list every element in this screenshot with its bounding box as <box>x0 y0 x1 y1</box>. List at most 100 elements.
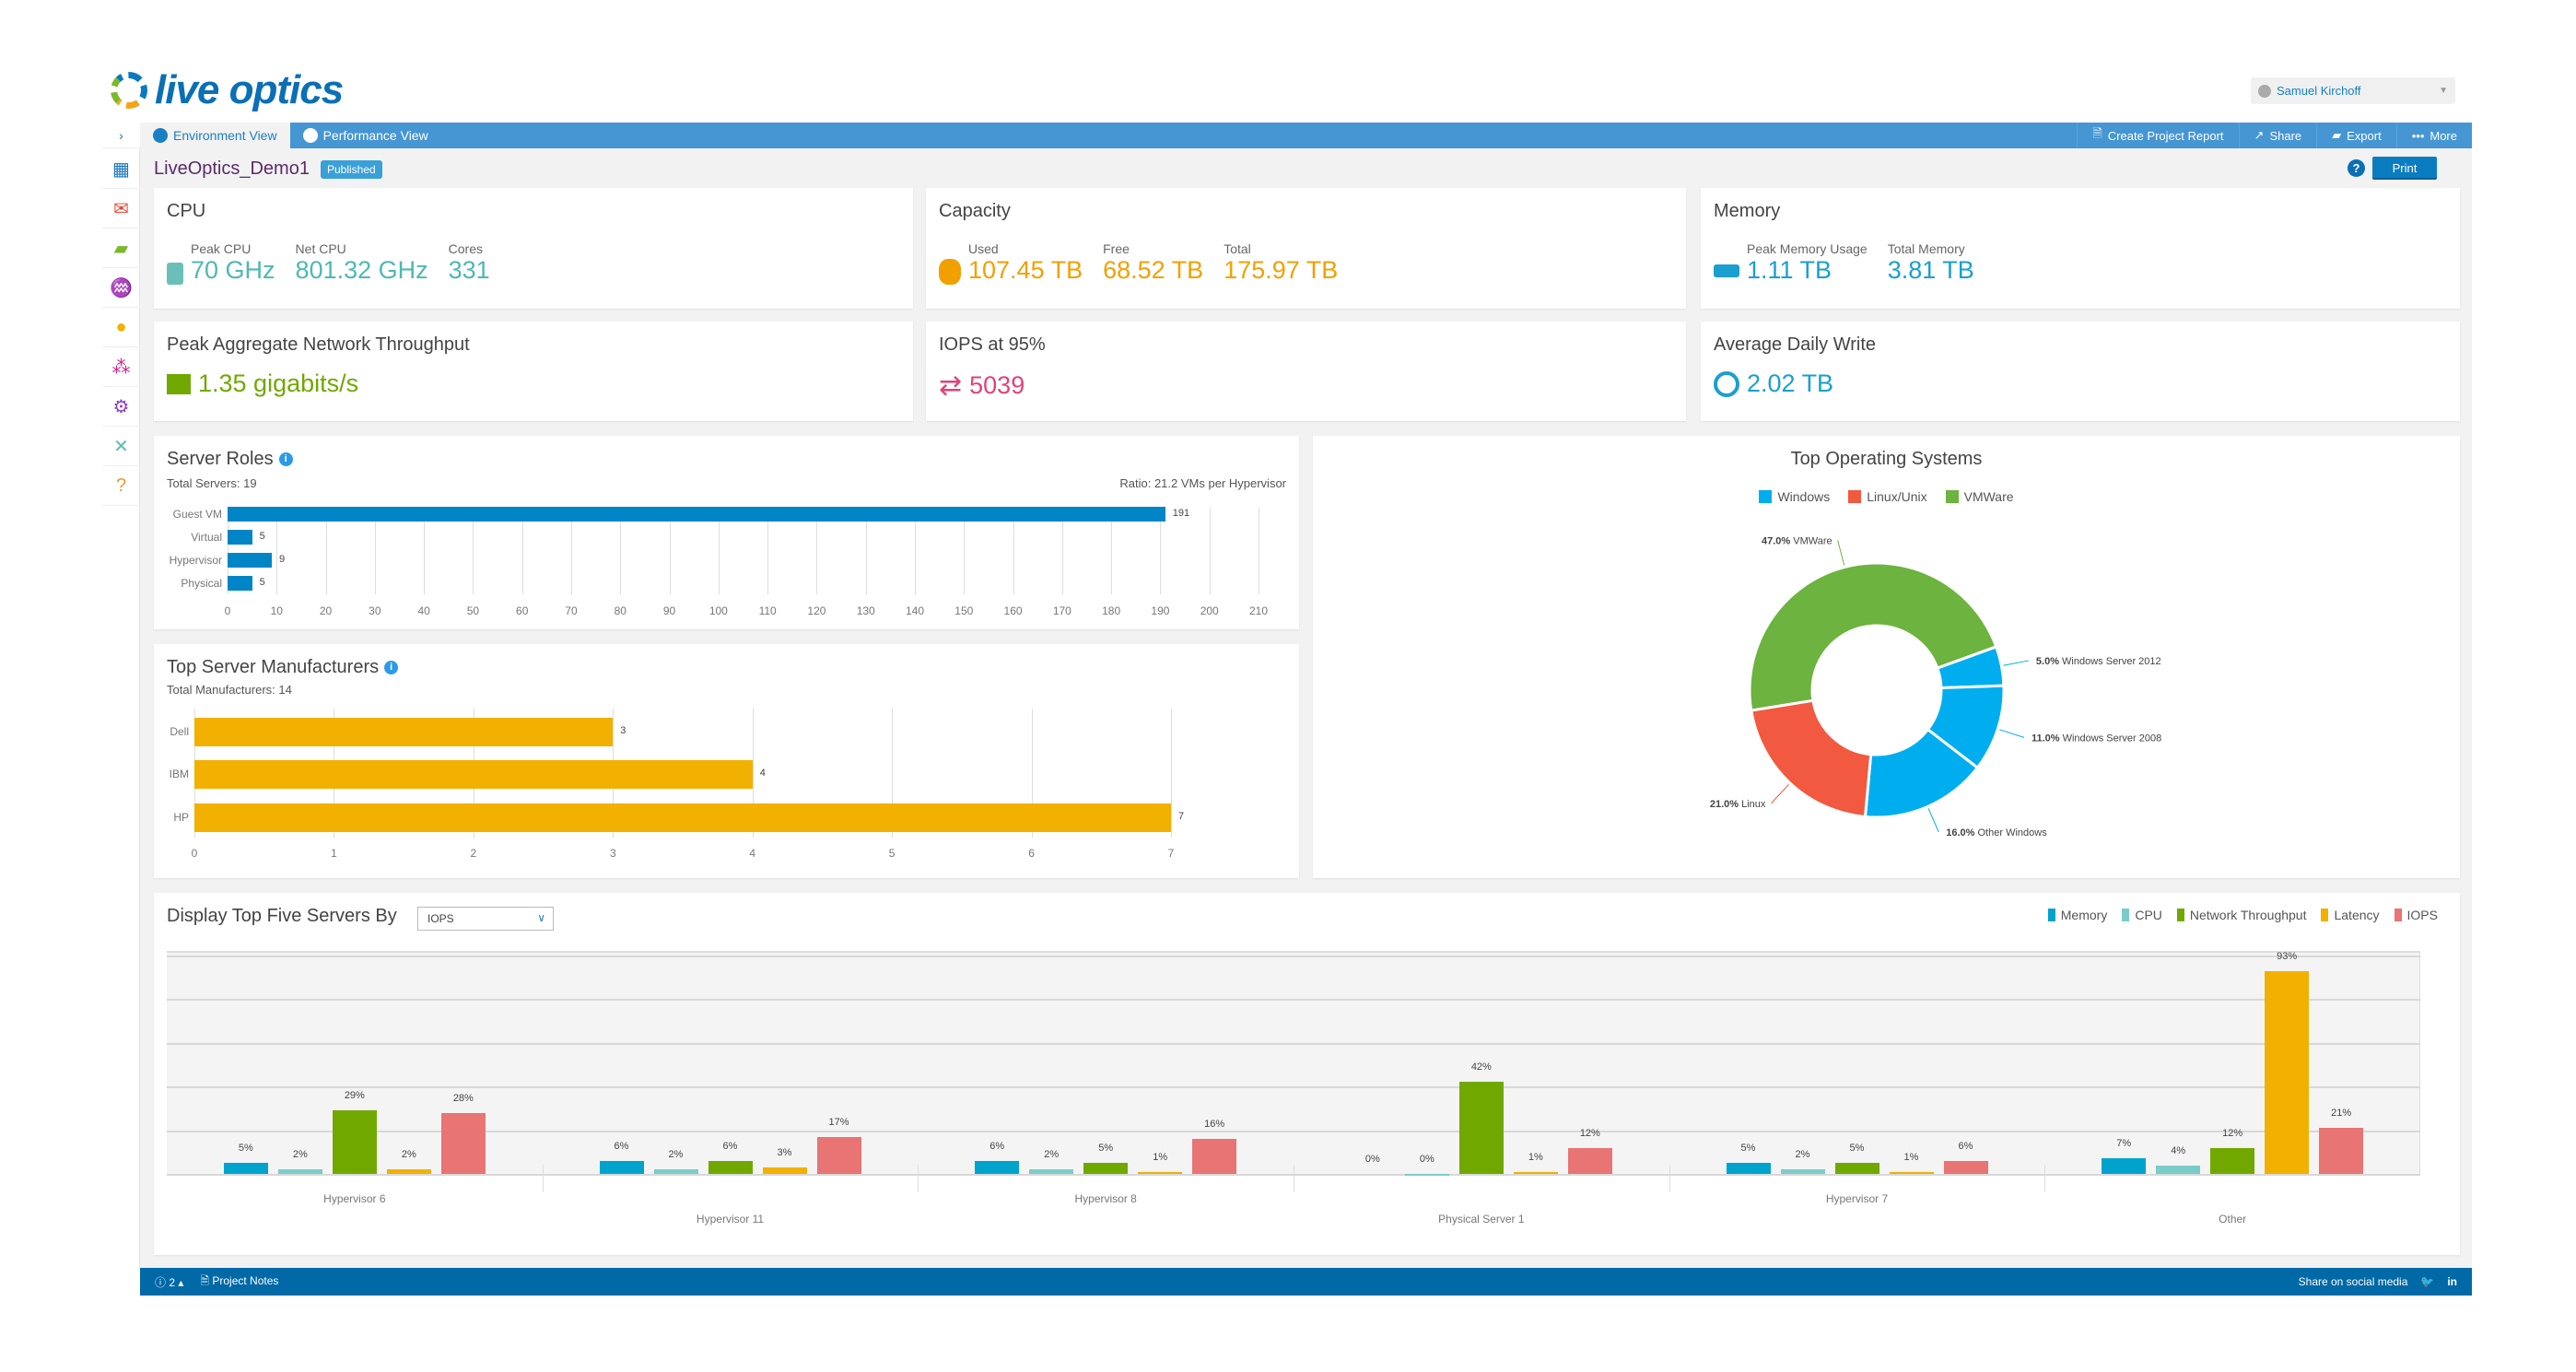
document-icon: 🗎 <box>2092 126 2102 140</box>
x-tick-label: 0 <box>224 604 231 617</box>
data-label: 6% <box>614 1140 629 1152</box>
sidebar-item-user[interactable]: ● <box>102 308 140 347</box>
info-icon[interactable]: i <box>278 452 293 467</box>
metric-peak-cpu: Peak CPU 70 GHz <box>191 241 275 284</box>
data-label: 2% <box>292 1149 308 1161</box>
notifications-button[interactable]: ⓘ 2 ▴ <box>155 1275 184 1289</box>
data-label: 1% <box>1903 1151 1919 1163</box>
x-tick-label: 5 <box>888 847 896 860</box>
twitter-icon[interactable]: 🐦 <box>2420 1275 2435 1288</box>
sidebar-item-dashboard[interactable]: ▦ <box>102 149 140 189</box>
sidebar-item-help[interactable]: ? <box>102 466 140 506</box>
capacity-card: Capacity Used 107.45 TB Free 68.52 TB Tota… <box>926 188 1686 309</box>
data-label: 6% <box>722 1140 738 1152</box>
leader-line <box>2003 660 2030 666</box>
memory-ram-icon <box>1714 264 1739 277</box>
sidebar-item-tools[interactable]: ✕ <box>102 427 140 466</box>
x-tick-label: 0 <box>191 847 198 860</box>
bar-hp <box>194 803 1171 832</box>
sidebar-item-mail[interactable]: ✉ <box>102 189 140 229</box>
more-button[interactable]: ••• More <box>2395 123 2472 148</box>
data-label: 3 <box>620 725 626 736</box>
sidebar-item-group[interactable]: ⁂ <box>102 347 140 387</box>
bar-memory <box>599 1160 644 1174</box>
tab-performance-view[interactable]: Performance View <box>290 123 441 148</box>
bar-latency <box>386 1169 431 1174</box>
x-tick-label: 200 <box>1200 604 1219 617</box>
x-tick-label: 2 <box>470 847 477 860</box>
data-label: 12% <box>1579 1127 1600 1139</box>
cpu-chip-icon <box>167 263 183 285</box>
x-tick-label: 10 <box>270 604 283 617</box>
legend-label: Windows <box>1777 489 1831 504</box>
data-label: 1% <box>1153 1151 1168 1163</box>
category-label: Hypervisor 11 <box>696 1213 765 1225</box>
x-tick-label: 4 <box>749 847 756 860</box>
info-icon[interactable]: i <box>384 661 399 675</box>
gridline <box>167 1042 2420 1045</box>
sidebar-item-pulse[interactable]: ♒ <box>102 268 140 308</box>
project-notes-button[interactable]: 🗎 Project Notes <box>200 1273 279 1287</box>
bar-iops <box>440 1112 486 1174</box>
card-title: CPU <box>167 201 206 221</box>
slice-label: 21.0% Linux <box>1710 799 1766 810</box>
gridline <box>669 508 671 594</box>
x-tick-label: 70 <box>565 604 578 617</box>
group-separator <box>918 1165 919 1192</box>
logo-ring-icon <box>111 72 147 109</box>
user-menu[interactable]: Samuel Kirchoff ▼ <box>2251 77 2455 104</box>
leader-line <box>1771 784 1789 804</box>
ellipsis-icon: ••• <box>2411 128 2425 143</box>
data-label: 2% <box>1795 1149 1810 1161</box>
sidebar-expand-chevron-icon[interactable]: › <box>102 123 140 148</box>
gridline <box>374 508 376 594</box>
bar-dell <box>194 717 614 746</box>
bar-cpu <box>2156 1165 2201 1174</box>
slice-vmware[interactable] <box>1748 561 1998 712</box>
sidebar: ▦ ✉ ▰ ♒ ● ⁂ ⚙ ✕? <box>102 148 140 1268</box>
gridline <box>865 508 867 594</box>
x-tick-label: 100 <box>708 604 728 617</box>
export-icon: ▰ <box>2332 128 2342 142</box>
x-tick-label: 30 <box>369 604 381 617</box>
gridline <box>1031 709 1033 838</box>
leader-line <box>1999 729 2025 738</box>
sidebar-item-gear[interactable]: ⚙ <box>102 387 140 427</box>
metric-free: Free 68.52 TB <box>1103 241 1204 284</box>
sidebar-item-folder[interactable]: ▰ <box>102 229 140 268</box>
card-title: Memory <box>1714 201 1781 221</box>
linkedin-icon[interactable]: in <box>2447 1275 2457 1288</box>
help-icon[interactable]: ? <box>2348 159 2365 177</box>
bar-latency <box>1138 1171 1183 1174</box>
metric-select[interactable]: IOPS ∨ <box>417 907 554 931</box>
data-label: 0% <box>1419 1154 1434 1165</box>
x-tick-label: 110 <box>758 604 777 617</box>
x-tick-label: 130 <box>856 604 875 617</box>
card-title: Average Daily Write <box>1714 334 1876 355</box>
export-button[interactable]: ▰ Export <box>2316 123 2396 148</box>
data-label: 93% <box>2277 950 2298 962</box>
tab-environment-view[interactable]: Environment View <box>140 123 290 148</box>
data-label: 28% <box>452 1092 474 1104</box>
chevron-down-icon: ∨ <box>537 911 545 924</box>
bar-cpu <box>1780 1169 1825 1174</box>
bar-iops <box>816 1136 861 1174</box>
top-nav: Environment View Performance View 🗎 Creat… <box>140 123 2472 148</box>
card-title: Server Roles i <box>167 449 293 470</box>
os-card: Top Operating Systems Windows Linux/Unix V… <box>1313 436 2460 878</box>
category-label: Physical <box>181 577 222 590</box>
create-project-report-button[interactable]: 🗎 Create Project Report <box>2077 123 2238 148</box>
group-icon: ⁂ <box>111 357 131 378</box>
data-label: 2% <box>401 1149 416 1161</box>
print-button[interactable]: Print <box>2372 157 2437 180</box>
bar-network-throughput <box>1083 1163 1129 1174</box>
data-label: 5% <box>1098 1143 1114 1155</box>
data-label: 9 <box>278 554 286 565</box>
slice-linux[interactable] <box>1750 698 1873 819</box>
card-title: Top Operating Systems <box>1790 449 1983 469</box>
x-tick-label: 50 <box>466 604 480 617</box>
gridline <box>167 956 2420 957</box>
x-tick-label: 190 <box>1151 604 1170 617</box>
data-label: 12% <box>2222 1127 2243 1139</box>
share-button[interactable]: ↗ Share <box>2238 123 2317 148</box>
